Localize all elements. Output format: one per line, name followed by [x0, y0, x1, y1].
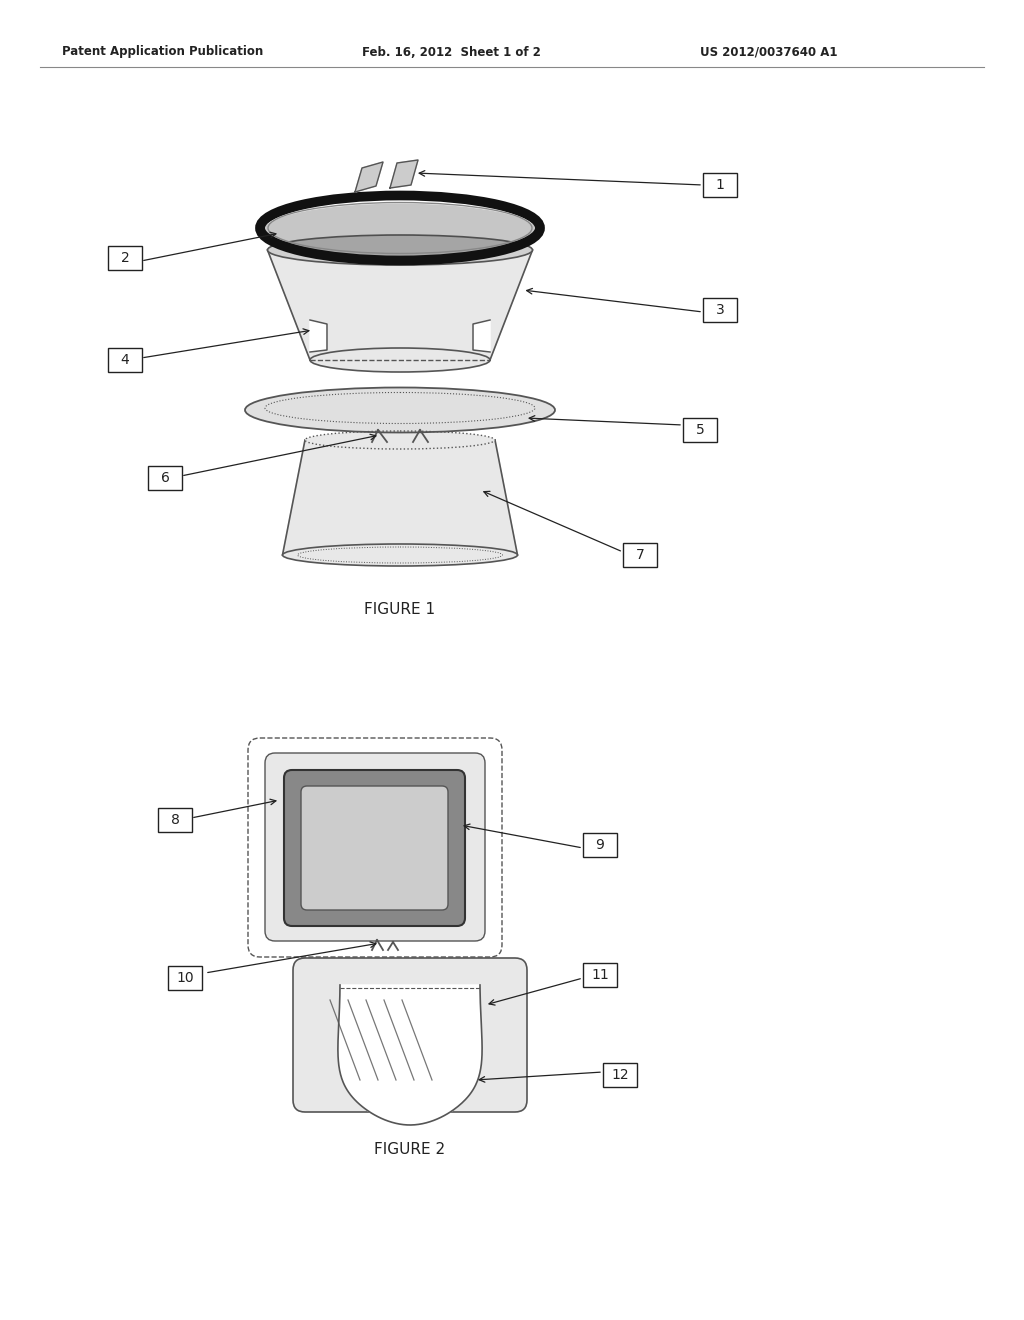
- Ellipse shape: [283, 544, 517, 566]
- FancyBboxPatch shape: [293, 958, 527, 1111]
- Ellipse shape: [305, 432, 495, 449]
- Text: 3: 3: [716, 304, 724, 317]
- Text: 9: 9: [596, 838, 604, 851]
- Text: 10: 10: [176, 972, 194, 985]
- Text: 11: 11: [591, 968, 609, 982]
- Ellipse shape: [262, 203, 538, 260]
- Text: 1: 1: [716, 178, 724, 191]
- Text: Patent Application Publication: Patent Application Publication: [62, 45, 263, 58]
- FancyBboxPatch shape: [108, 246, 142, 271]
- Text: 5: 5: [695, 422, 705, 437]
- Polygon shape: [473, 319, 490, 352]
- Ellipse shape: [267, 235, 532, 265]
- FancyBboxPatch shape: [623, 543, 657, 568]
- Text: 6: 6: [161, 471, 169, 484]
- Text: 8: 8: [171, 813, 179, 828]
- FancyBboxPatch shape: [583, 833, 617, 857]
- Polygon shape: [267, 249, 532, 360]
- FancyBboxPatch shape: [603, 1063, 637, 1086]
- Text: FIGURE 2: FIGURE 2: [375, 1143, 445, 1158]
- Text: 2: 2: [121, 251, 129, 265]
- Text: 4: 4: [121, 352, 129, 367]
- FancyBboxPatch shape: [301, 785, 449, 909]
- FancyBboxPatch shape: [284, 770, 465, 927]
- Polygon shape: [338, 985, 482, 1125]
- FancyBboxPatch shape: [703, 173, 737, 197]
- FancyBboxPatch shape: [683, 418, 717, 442]
- Text: 12: 12: [611, 1068, 629, 1082]
- Polygon shape: [355, 162, 383, 191]
- Text: Feb. 16, 2012  Sheet 1 of 2: Feb. 16, 2012 Sheet 1 of 2: [362, 45, 541, 58]
- FancyBboxPatch shape: [168, 966, 202, 990]
- FancyBboxPatch shape: [583, 964, 617, 987]
- FancyBboxPatch shape: [265, 752, 485, 941]
- Text: FIGURE 1: FIGURE 1: [365, 602, 435, 618]
- FancyBboxPatch shape: [703, 298, 737, 322]
- Polygon shape: [390, 160, 418, 187]
- Polygon shape: [283, 440, 517, 554]
- Ellipse shape: [310, 348, 490, 372]
- FancyBboxPatch shape: [148, 466, 182, 490]
- FancyBboxPatch shape: [158, 808, 193, 832]
- Polygon shape: [310, 319, 327, 352]
- Text: US 2012/0037640 A1: US 2012/0037640 A1: [700, 45, 838, 58]
- FancyBboxPatch shape: [248, 738, 502, 957]
- FancyBboxPatch shape: [108, 348, 142, 372]
- Text: 7: 7: [636, 548, 644, 562]
- Ellipse shape: [245, 388, 555, 433]
